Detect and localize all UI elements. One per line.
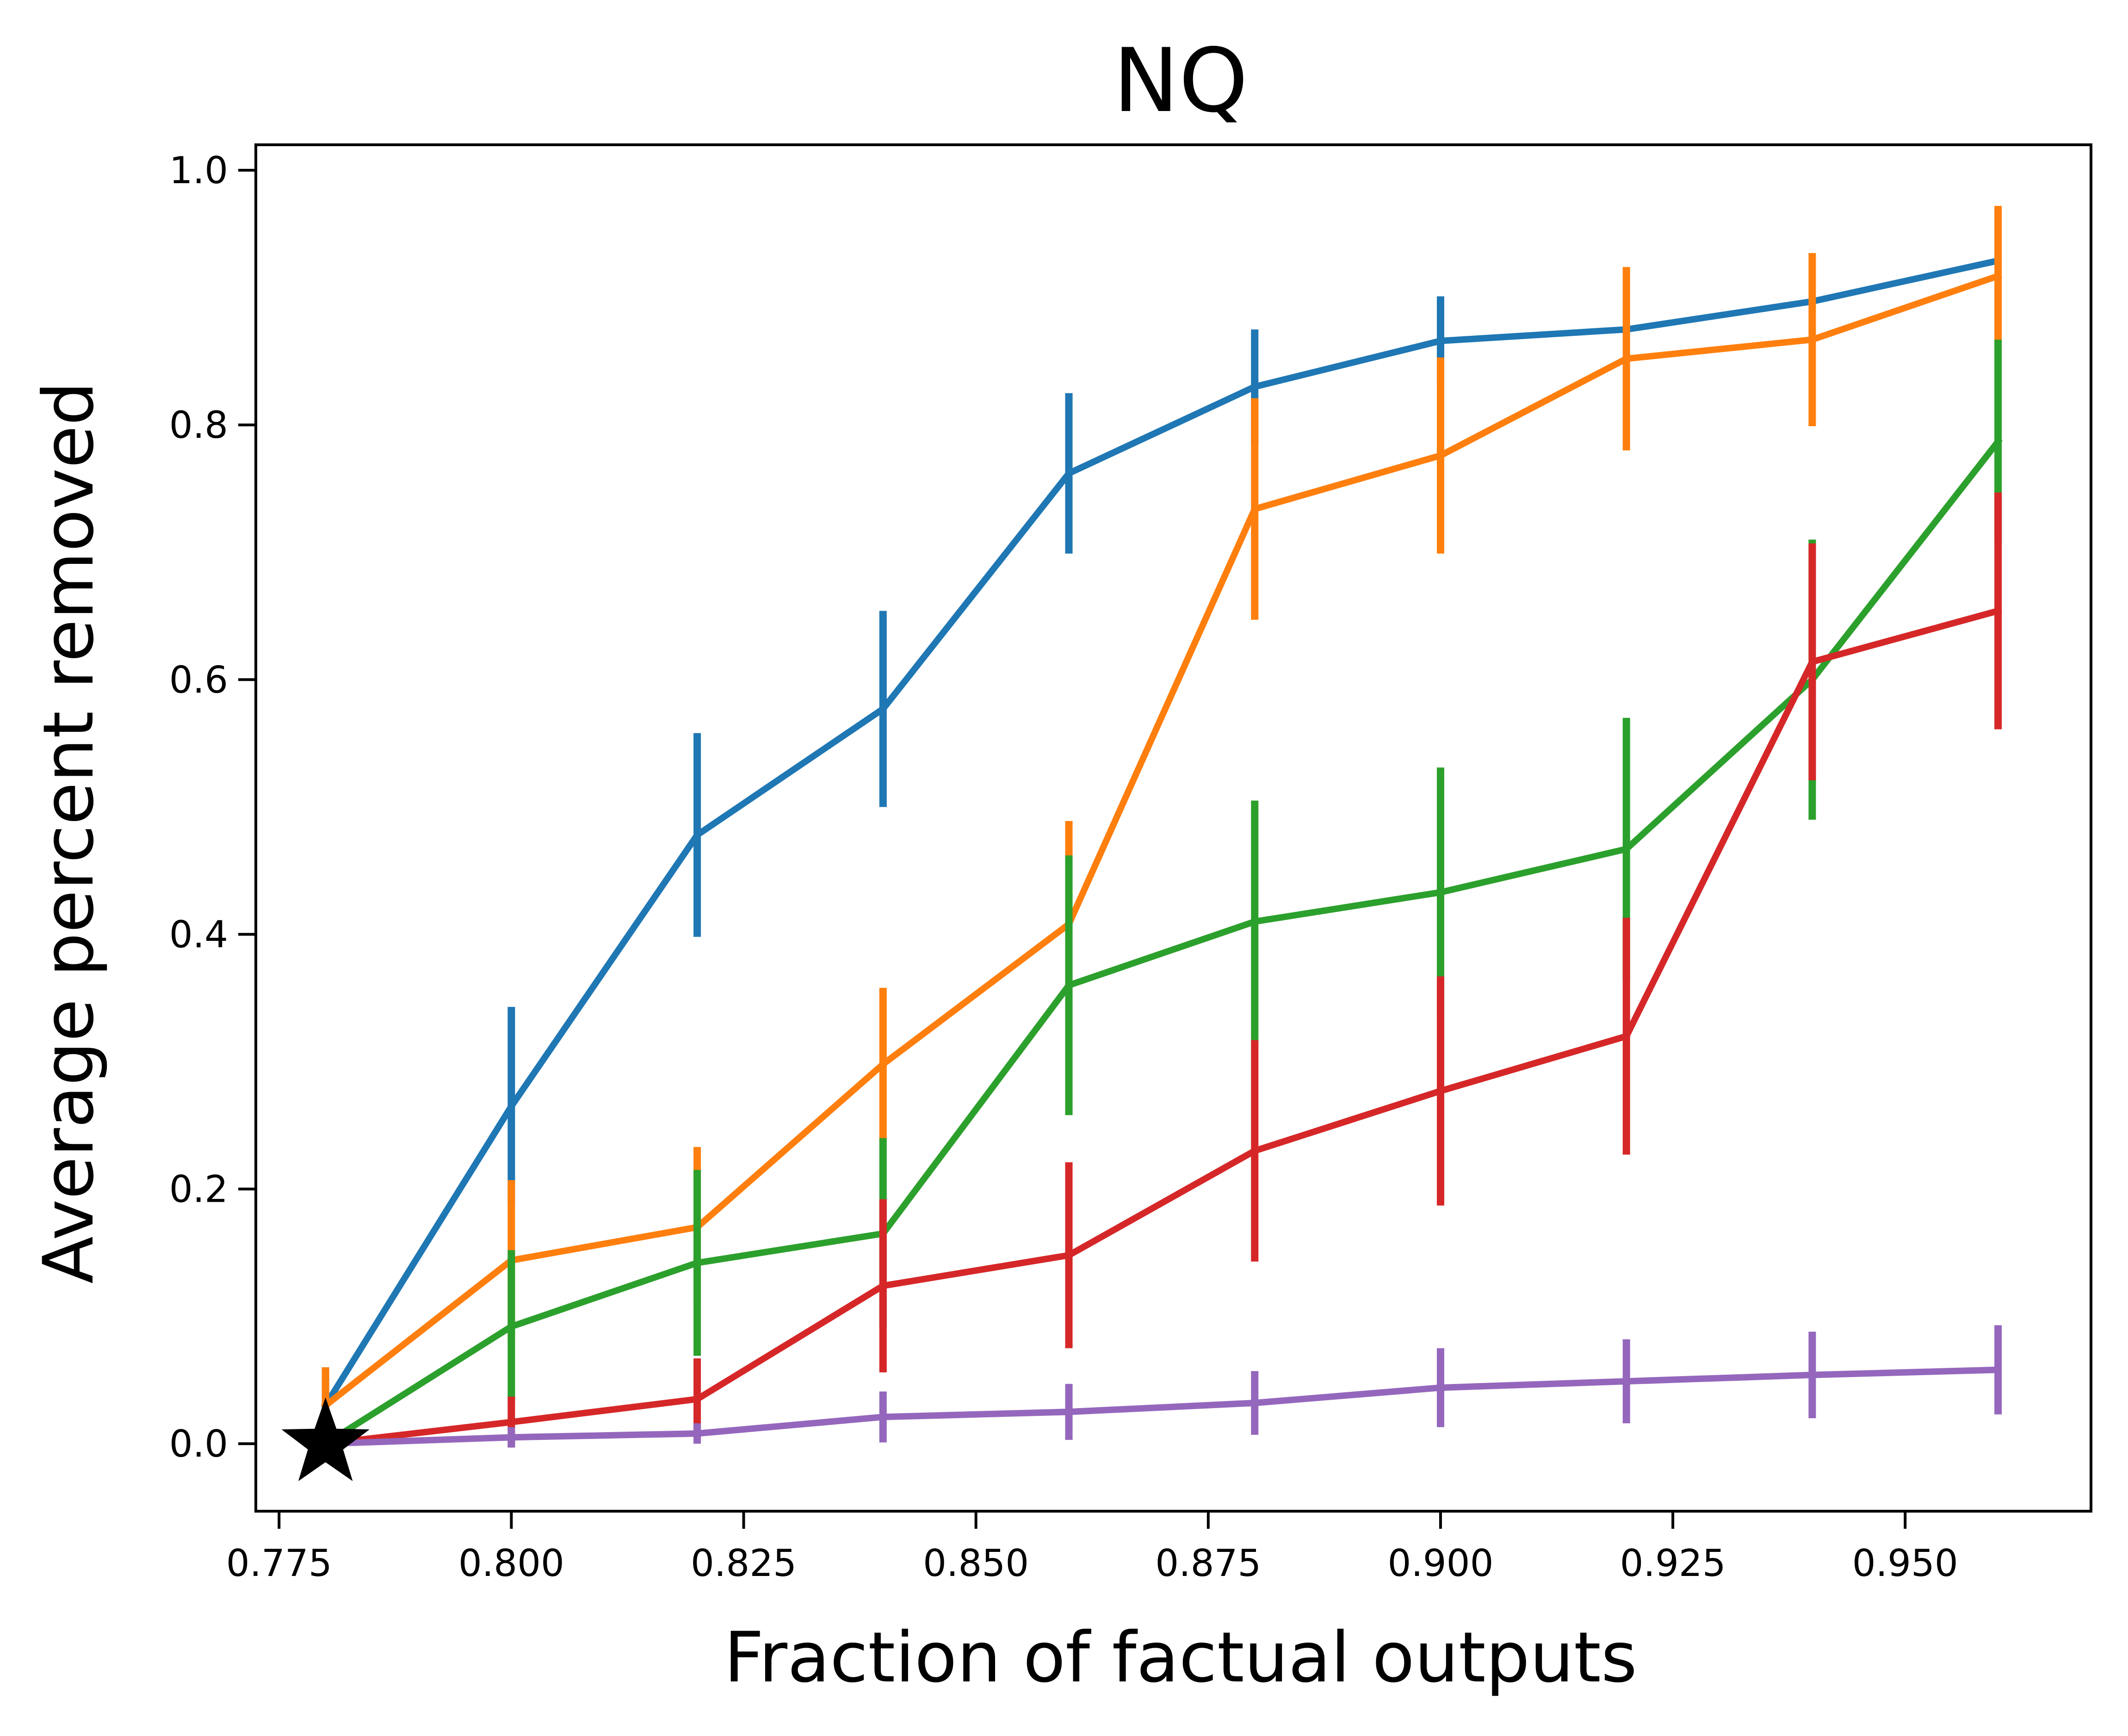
x-tick-label: 0.825 <box>691 1542 797 1585</box>
chart-title: NQ <box>1113 30 1248 132</box>
y-tick-label: 0.8 <box>169 404 228 447</box>
x-tick-label: 0.850 <box>923 1542 1029 1585</box>
x-tick-label: 0.950 <box>1852 1542 1958 1585</box>
x-tick-label: 0.800 <box>458 1542 564 1585</box>
y-axis-label: Average percent removed <box>29 382 109 1284</box>
y-axis: 0.0 0.2 0.4 0.6 0.8 1.0 <box>169 149 256 1465</box>
y-tick-label: 0.6 <box>169 658 228 701</box>
y-tick-label: 0.2 <box>169 1168 228 1211</box>
x-tick-label: 0.900 <box>1387 1542 1493 1585</box>
x-axis: 0.775 0.800 0.825 0.850 0.875 0.900 0.925 0.950 <box>226 1511 1958 1585</box>
series-line-green <box>321 437 2003 1448</box>
plot-frame <box>254 143 2092 1513</box>
plot-area <box>254 143 2092 1513</box>
series-purple <box>322 1325 2002 1448</box>
x-tick-label: 0.775 <box>226 1542 332 1585</box>
y-tick-label: 1.0 <box>169 149 228 192</box>
y-tick-label: 0.0 <box>169 1422 228 1465</box>
x-tick-label: 0.925 <box>1620 1542 1726 1585</box>
y-tick-label: 0.4 <box>169 913 228 956</box>
x-axis-label: Fraction of factual outputs <box>724 1618 1637 1698</box>
series-line-red <box>322 607 2002 1447</box>
x-tick-label: 0.875 <box>1155 1542 1261 1585</box>
series-red <box>322 492 2002 1448</box>
series-line-purple <box>322 1366 2002 1447</box>
series-line-orange <box>321 272 2003 1410</box>
star-marker <box>281 1397 370 1481</box>
series-blue <box>321 257 2002 1444</box>
series-line-blue <box>321 257 2002 1410</box>
